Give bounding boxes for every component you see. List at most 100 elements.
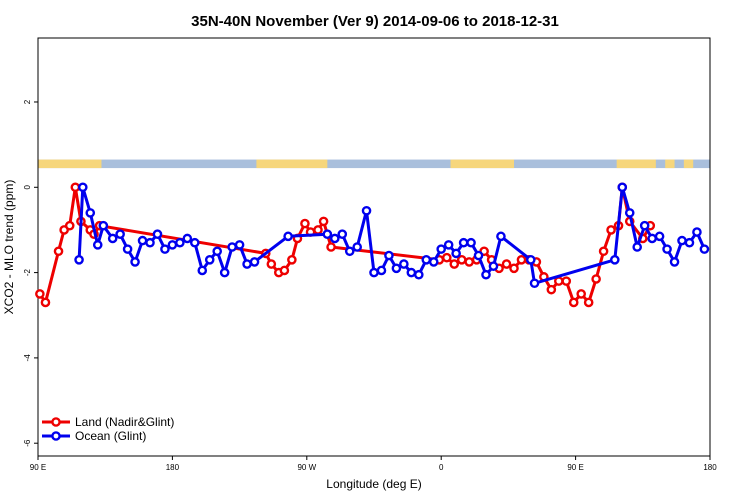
data-point [242, 259, 252, 269]
data-point [639, 220, 650, 231]
data-point [598, 246, 609, 257]
data-point [137, 235, 148, 246]
data-point [283, 231, 293, 242]
data-point [516, 254, 527, 265]
data-point [227, 242, 237, 252]
data-point [692, 227, 702, 237]
strip-land-segment [450, 159, 514, 169]
y-tick-label: 2 [23, 99, 32, 104]
data-point [130, 257, 140, 267]
data-point [167, 240, 178, 250]
y-tick-label: -2 [23, 268, 32, 276]
data-point [204, 254, 215, 265]
data-point [647, 233, 657, 244]
series-ocean [74, 182, 710, 289]
data-point [219, 267, 230, 278]
data-point [249, 257, 260, 267]
data-point [413, 269, 424, 280]
data-point [436, 244, 447, 254]
data-point [496, 231, 506, 242]
x-tick-label: 180 [703, 463, 717, 472]
strip-land-segment [38, 159, 102, 169]
legend-label: Land (Nadir&Glint) [75, 415, 174, 429]
data-point [300, 218, 310, 229]
data-point [175, 237, 185, 248]
data-point [329, 233, 340, 244]
data-point [576, 289, 587, 299]
data-point [406, 267, 417, 278]
data-point [501, 259, 512, 269]
data-point [344, 246, 355, 257]
legend-label: Ocean (Glint) [75, 429, 146, 443]
data-point [677, 235, 687, 246]
data-point [654, 231, 665, 242]
data-point [279, 265, 290, 276]
data-point [451, 248, 461, 259]
data-point [441, 252, 452, 263]
legend-marker [51, 417, 61, 427]
data-point [568, 297, 579, 308]
data-point [610, 254, 620, 265]
x-tick-label: 0 [439, 463, 444, 472]
data-point [70, 182, 81, 193]
data-point [662, 244, 672, 254]
data-point [583, 297, 594, 308]
data-point [464, 257, 475, 267]
data-point [443, 240, 454, 250]
x-tick-label: 90 E [30, 463, 46, 472]
data-point [624, 208, 635, 218]
data-point [197, 265, 208, 276]
data-point [182, 233, 193, 244]
legend-marker [51, 431, 61, 441]
data-point [376, 265, 387, 276]
data-point [35, 289, 45, 299]
y-axis-label: XCO2 - MLO trend (ppm) [2, 180, 16, 315]
data-point [78, 182, 88, 193]
data-point [632, 242, 643, 252]
x-axis-ticks: 90 E 180 90 W 0 90 E 180 [30, 456, 717, 472]
data-point [529, 278, 540, 289]
strip-land-segment [665, 159, 675, 169]
data-point [337, 229, 348, 240]
chart-title: 35N-40N November (Ver 9) 2014-09-06 to 2… [191, 13, 559, 30]
data-point [384, 250, 394, 261]
data-point [554, 276, 564, 286]
data-point [449, 259, 460, 269]
data-point [145, 237, 155, 248]
strip-land-segment [683, 159, 694, 169]
data-point [74, 254, 84, 265]
surface-type-strip [38, 159, 710, 169]
data-point [287, 254, 297, 265]
data-point [699, 244, 710, 254]
data-point [234, 240, 245, 250]
data-point [115, 229, 125, 240]
y-tick-label: -4 [23, 354, 32, 362]
y-tick-label: 0 [23, 185, 32, 190]
data-point [53, 246, 64, 257]
data-point [266, 259, 277, 269]
data-point [473, 250, 484, 261]
legend: Land (Nadir&Glint)Ocean (Glint) [42, 415, 174, 443]
data-point [326, 242, 336, 252]
data-point [458, 237, 469, 248]
strip-land-segment [616, 159, 656, 169]
x-axis-label: Longitude (deg E) [326, 477, 421, 491]
data-point [160, 244, 170, 254]
data-point [684, 237, 695, 248]
data-point [352, 242, 363, 252]
data-point [488, 261, 499, 271]
data-point [606, 225, 616, 235]
data-point [322, 229, 333, 240]
x-tick-label: 180 [166, 463, 180, 472]
data-point [617, 182, 628, 193]
y-tick-label: -6 [23, 439, 32, 447]
data-point [85, 208, 96, 218]
data-point [40, 297, 51, 308]
data-point [669, 257, 680, 267]
series-group [35, 182, 710, 308]
data-point [212, 246, 222, 257]
x-tick-label: 90 E [567, 463, 583, 472]
data-point [92, 240, 103, 250]
data-point [466, 237, 476, 248]
